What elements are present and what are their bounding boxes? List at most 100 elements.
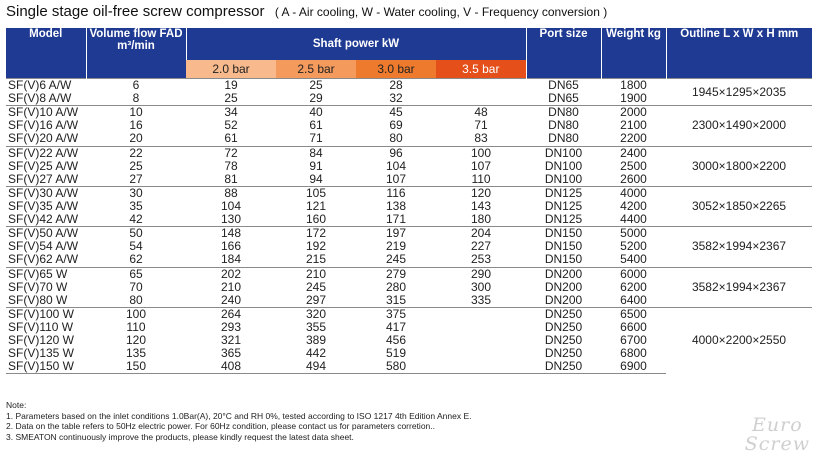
note-item: 3. SMEATON continuously improve the prod… [6,431,354,442]
watermark-line: Euro [752,414,803,436]
power-2-5-cell: 61 [309,118,323,133]
power-3-0-cell: 315 [385,292,407,307]
flow-cell: 25 [129,158,143,173]
flow-cell: 62 [129,252,143,267]
table-row: SF(V)27 A/W 27 81 94 107 110 DN100 2600 [6,172,812,187]
table-row: SF(V)120 W 120 321 389 456 DN250 6700 [6,334,812,347]
flow-cell: 100 [86,306,186,321]
power-2-5-cell: 210 [276,266,356,281]
weight-cell: 5400 [620,252,647,267]
port-cell: DN100 [526,145,602,160]
power-3-0-cell: 219 [385,239,407,254]
power-3-5-cell [436,360,527,375]
outline-cell: 4000×2200×2550 [666,306,813,374]
power-2-5-cell: 320 [276,306,356,321]
power-3-5-cell: 227 [470,239,492,254]
model-cell: SF(V)70 W [8,279,68,294]
power-2-5-cell: 121 [305,199,327,214]
model-cell: SF(V)25 A/W [8,158,79,173]
model-cell: SF(V)80 W [8,292,68,307]
power-2-0-cell: 210 [220,279,242,294]
flow-cell: 10 [86,105,186,120]
power-2-0-cell: 104 [220,199,242,214]
table-row: SF(V)42 A/W 42 130 160 171 180 DN125 4400 [6,213,812,227]
power-2-0-cell: 148 [186,226,276,241]
power-3-5-cell: 253 [470,252,492,267]
power-3-5-cell: 120 [436,185,527,200]
power-2-5-cell: 172 [276,226,356,241]
model-cell: SF(V)42 A/W [8,212,79,227]
table-row: SF(V)22 A/W 22 72 84 96 100 DN100 2400 3000×1800… [6,145,813,187]
port-cell: DN80 [548,118,579,133]
weight-cell: 2000 [601,105,667,120]
table-row: SF(V)62 A/W 62 184 215 245 253 DN150 5400 [6,253,812,267]
power-2-5-cell: 192 [305,239,327,254]
page-subtitle: ( A - Air cooling, W - Water cooling, V … [274,5,608,19]
power-2-0-cell: 202 [186,266,276,281]
weight-cell: 2200 [620,131,647,146]
model-cell: SF(V)8 A/W [8,91,72,106]
table-row: SF(V)20 A/W 20 61 71 80 83 DN80 2200 [6,132,812,146]
power-2-0-cell: 72 [186,145,276,160]
weight-cell: 1800 [601,78,667,93]
table-row: SF(V)35 A/W 35 104 121 138 143 DN125 4200 [6,199,812,214]
flow-cell: 16 [129,118,143,133]
power-3-5-cell [436,78,527,93]
flow-cell: 30 [86,185,186,200]
flow-cell: 35 [129,199,143,214]
power-2-0-cell: 52 [224,118,238,133]
power-3-0-cell: 28 [356,78,436,93]
flow-cell: 150 [86,360,186,375]
power-2-5-cell: 494 [276,360,356,375]
weight-cell: 4200 [620,199,647,214]
port-cell: DN200 [544,279,583,294]
model-cell: SF(V)30 A/W [6,185,86,200]
table-row: SF(V)50 A/W 50 148 172 197 204 DN150 5000 3582×1… [6,226,813,268]
header-model: Model [6,28,86,79]
power-3-0-cell: 104 [385,158,407,173]
flow-cell: 6 [86,78,186,93]
power-3-0-cell: 375 [356,306,436,321]
weight-cell: 4400 [620,212,647,227]
power-2-0-cell: 61 [224,131,238,146]
table-row: SF(V)54 A/W 54 166 192 219 227 DN150 5200 [6,240,812,253]
power-2-0-cell: 184 [220,252,242,267]
weight-cell: 2400 [601,145,667,160]
weight-cell: 6700 [620,333,647,348]
model-cell: SF(V)120 W [8,333,75,348]
weight-cell: 6500 [601,306,667,321]
power-2-0-cell: 365 [220,346,242,361]
port-cell: DN80 [548,131,579,146]
model-cell: SF(V)135 W [8,346,75,361]
port-cell: DN150 [544,252,583,267]
port-cell: DN150 [544,239,583,254]
port-cell: DN150 [526,226,602,241]
flow-cell: 42 [129,212,143,227]
power-2-5-cell: 442 [305,346,327,361]
power-3-0-cell: 138 [385,199,407,214]
weight-cell: 1900 [620,91,647,106]
power-3-5-cell: 335 [470,292,492,307]
port-cell: DN65 [526,78,602,93]
model-cell: SF(V)150 W [6,360,86,375]
power-2-5-cell: 389 [305,333,327,348]
outline-cell: 3000×1800×2200 [666,145,813,187]
power-3-5-cell: 107 [470,158,492,173]
power-2-0-cell: 264 [186,306,276,321]
table-row: SF(V)6 A/W 6 19 25 28 DN65 1800 1945×1295×2035 [6,77,813,106]
power-3-0-cell: 417 [385,320,407,335]
outline-cell: 3582×1994×2367 [666,266,813,308]
header-flow: Volume flow FAD m³/min [85,28,186,79]
power-3-0-cell: 580 [356,360,436,375]
outline-cell: 3052×1850×2265 [666,185,813,227]
power-3-0-cell: 171 [385,212,407,227]
power-2-5-cell: 71 [309,131,323,146]
model-cell: SF(V)20 A/W [8,131,79,146]
power-3-0-cell: 456 [385,333,407,348]
port-cell: DN200 [526,266,602,281]
power-3-0-cell: 80 [389,131,403,146]
power-3-5-cell: 71 [474,118,488,133]
flow-cell: 54 [129,239,143,254]
flow-cell: 20 [129,131,143,146]
watermark-logo: Euro Screw [745,416,810,454]
